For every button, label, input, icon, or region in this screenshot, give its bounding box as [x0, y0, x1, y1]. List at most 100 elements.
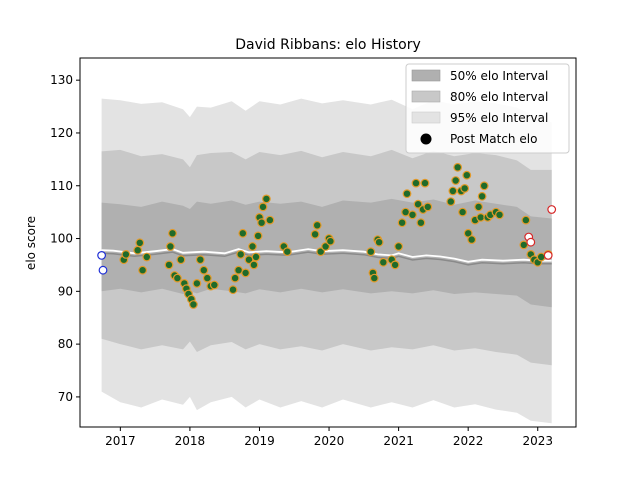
plot-area: [97, 98, 557, 424]
match-point: [172, 273, 182, 283]
match-point: [326, 236, 335, 246]
match-point: [282, 247, 292, 257]
match-point: [521, 215, 531, 225]
match-point: [446, 197, 456, 207]
x-axis-ticks: 2017 2018 2019 2020 2021 2022 2023: [105, 427, 553, 448]
match-point: [251, 252, 261, 262]
match-point: [192, 279, 202, 288]
match-point: [474, 202, 484, 212]
match-point: [138, 265, 148, 275]
match-point: [195, 255, 205, 265]
x-tick-label: 2019: [244, 434, 275, 448]
unplayed-point: [547, 205, 557, 214]
x-tick-label: 2021: [383, 434, 414, 448]
match-point: [378, 257, 388, 267]
match-point: [228, 285, 238, 295]
mean-line-shadow: [101, 251, 552, 266]
match-point: [176, 255, 186, 265]
y-tick-label: 130: [50, 73, 73, 87]
unplayed-point: [97, 250, 106, 260]
y-tick-label: 80: [58, 337, 73, 351]
interval-bands: [101, 98, 552, 424]
y-tick-label: 100: [50, 232, 73, 246]
match-point: [316, 247, 326, 257]
match-point: [420, 178, 430, 188]
match-point: [453, 162, 463, 172]
match-point: [460, 183, 470, 193]
plot-frame: [79, 57, 577, 428]
unplayed-points: [97, 205, 557, 275]
legend-marker-post-match: [420, 133, 432, 145]
unplayed-point: [543, 250, 553, 260]
match-point: [390, 260, 400, 270]
band-50: [101, 198, 552, 308]
match-point: [394, 242, 404, 251]
match-point: [467, 235, 477, 245]
x-tick-label: 2017: [105, 434, 136, 448]
match-point: [397, 218, 407, 228]
legend-label-80: 80% elo Interval: [450, 90, 548, 104]
match-point: [165, 242, 175, 251]
match-point: [423, 202, 433, 212]
match-point: [411, 178, 421, 188]
unplayed-point: [526, 237, 536, 247]
match-point: [257, 218, 267, 228]
match-point: [168, 228, 177, 238]
match-point: [265, 215, 275, 225]
match-point: [262, 194, 271, 204]
legend-label-95: 95% elo Interval: [450, 111, 548, 125]
match-point: [416, 218, 426, 228]
unplayed-point: [98, 265, 108, 275]
match-point: [321, 242, 331, 251]
match-point: [458, 207, 468, 217]
y-tick-label: 120: [50, 126, 73, 140]
match-point: [164, 260, 174, 270]
x-tick-label: 2022: [453, 434, 484, 448]
legend-box: [405, 63, 570, 154]
x-tick-label: 2018: [175, 434, 206, 448]
match-point: [202, 273, 212, 283]
match-point: [230, 273, 240, 283]
legend-swatch-50: [411, 69, 441, 82]
legend-swatch-95: [411, 111, 441, 124]
match-point: [188, 300, 198, 309]
match-point: [248, 242, 257, 251]
match-point: [121, 249, 131, 259]
match-point: [448, 186, 458, 196]
match-point: [312, 220, 322, 230]
match-point: [236, 249, 246, 259]
mean-elo-line: [101, 248, 552, 266]
post-match-points: [119, 162, 553, 309]
match-point: [413, 199, 423, 209]
match-point: [495, 210, 504, 220]
match-point: [249, 260, 259, 270]
x-tick-label: 2020: [314, 434, 345, 448]
match-point: [402, 189, 412, 199]
match-point: [374, 237, 384, 247]
legend-label-50: 50% elo Interval: [450, 69, 548, 83]
legend: 50% elo Interval 80% elo Interval 95% el…: [405, 63, 570, 154]
match-point: [462, 170, 472, 180]
mean-line: [101, 248, 552, 263]
legend-label-post-match: Post Match elo: [450, 132, 537, 146]
match-point: [258, 202, 268, 212]
y-axis-ticks: 70 80 90 100 110 120 130: [50, 73, 80, 404]
y-axis-label: elo score: [24, 216, 38, 270]
match-point: [366, 247, 376, 257]
match-point: [241, 268, 251, 278]
match-point: [209, 280, 219, 290]
match-point: [479, 181, 489, 191]
y-tick-label: 70: [58, 390, 73, 404]
y-tick-label: 90: [58, 284, 73, 298]
match-point: [135, 238, 145, 248]
match-point: [408, 210, 417, 220]
match-point: [310, 229, 320, 239]
match-point: [477, 191, 487, 201]
match-point: [142, 252, 152, 262]
y-tick-label: 110: [50, 179, 73, 193]
chart-title: David Ribbans: elo History: [235, 37, 421, 53]
legend-swatch-80: [411, 90, 441, 103]
match-point: [253, 231, 263, 241]
match-point: [133, 245, 143, 255]
